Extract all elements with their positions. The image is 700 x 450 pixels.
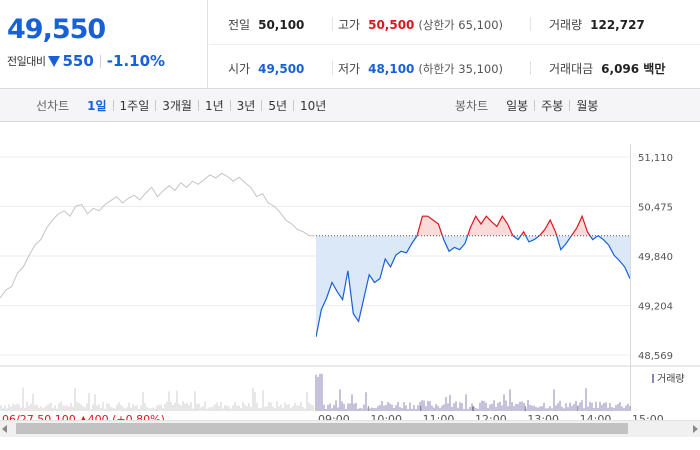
stat-label: 시가 [228, 62, 251, 76]
time-tick-label: 13:00 [527, 413, 559, 420]
divider [569, 100, 571, 111]
stat-low: 저가 48,100 (하한가 35,100) [338, 60, 503, 77]
stat-value: 50,500 [368, 18, 415, 32]
stat-value: 48,100 [368, 62, 415, 76]
tab-daily-candle[interactable]: 일봉 [506, 99, 529, 113]
divider [155, 100, 157, 111]
divider [530, 61, 531, 75]
scroll-thumb[interactable] [16, 423, 628, 434]
divider [197, 100, 199, 111]
tab-monthly-candle[interactable]: 월봉 [576, 99, 599, 113]
divider [112, 100, 114, 111]
time-tick-label: 15:00 [632, 413, 664, 420]
change-value: 550 [62, 52, 94, 70]
divider [530, 17, 531, 31]
time-tick-label: 11:00 [423, 413, 455, 420]
intraday-chart: 51,110 50,475 49,840 49,204 48,569 거래량 09:00 10… [0, 122, 700, 420]
stat-label: 거래량 [549, 18, 583, 32]
tab-10-years[interactable]: 10년 [300, 99, 327, 113]
tab-1-day[interactable]: 1일 [87, 99, 107, 113]
stat-label: 전일 [228, 18, 251, 32]
volume-legend-label: 거래량 [657, 373, 685, 385]
divider [261, 100, 263, 111]
divider [99, 54, 101, 68]
divider [332, 17, 333, 31]
stat-volume: 거래량 122,727 [549, 16, 645, 33]
stat-value: 6,096 백만 [601, 62, 666, 76]
tab-3-months[interactable]: 3개월 [162, 99, 192, 113]
stat-label: 거래대금 [549, 62, 594, 76]
tab-1-week[interactable]: 1주일 [119, 99, 150, 113]
stat-value: 122,727 [590, 18, 645, 32]
y-tick-label: 49,204 [638, 302, 673, 313]
divider [332, 61, 333, 75]
divider [534, 100, 536, 111]
stat-label: 고가 [338, 18, 361, 32]
line-chart-tabs: 선차트 1일 1주일 3개월 1년 3년 5년 10년 [36, 89, 332, 122]
y-tick-label: 50,475 [638, 203, 673, 214]
fill-above-close [316, 216, 630, 236]
chart-tab-bar: 선차트 1일 1주일 3개월 1년 3년 5년 10년 봉차트 일봉 주봉 월봉 [0, 89, 700, 122]
line-chart-label: 선차트 [36, 99, 70, 113]
time-tick-label: 09:00 [318, 413, 350, 420]
fill-below-close [316, 235, 630, 337]
scroll-right-arrow-icon[interactable] [693, 425, 698, 433]
quote-panel: 49,550 전일대비 550 -1.10% 전일 50,100 고가 50,5… [0, 0, 700, 89]
divider [293, 100, 295, 111]
stat-prev-close: 전일 50,100 [228, 16, 304, 33]
series-line-today-down [316, 235, 630, 338]
stat-turnover: 거래대금 6,096 백만 [549, 60, 665, 77]
chart-scrollbar[interactable] [0, 420, 700, 437]
current-price: 49,550 [7, 14, 106, 45]
y-tick-label: 48,569 [638, 351, 673, 362]
change-label: 전일대비 [7, 55, 46, 68]
y-tick-label: 51,110 [638, 153, 673, 164]
stat-value: 49,500 [258, 62, 305, 76]
scroll-left-arrow-icon[interactable] [2, 425, 7, 433]
change-rate: -1.10% [106, 52, 166, 70]
hover-tooltip: 06/27 50,100 ▲400 (+0.80%) [2, 413, 165, 420]
y-tick-label: 49,840 [638, 252, 673, 263]
volume-legend-swatch [652, 374, 654, 383]
divider [229, 100, 231, 111]
tab-weekly-candle[interactable]: 주봉 [541, 99, 564, 113]
lower-limit: (하한가 35,100) [418, 62, 504, 76]
stat-label: 저가 [338, 62, 361, 76]
intraday-chart-svg: 51,110 50,475 49,840 49,204 48,569 거래량 09:00 10… [0, 144, 700, 420]
stat-high: 고가 50,500 (상한가 65,100) [338, 16, 503, 33]
stat-open: 시가 49,500 [228, 60, 304, 77]
price-box: 49,550 전일대비 550 -1.10% [0, 0, 208, 89]
tab-1-year[interactable]: 1년 [204, 99, 224, 113]
time-tick-label: 12:00 [475, 413, 507, 420]
series-line-today-up [416, 214, 600, 236]
tab-3-years[interactable]: 3년 [236, 99, 256, 113]
tab-5-years[interactable]: 5년 [268, 99, 288, 113]
stat-value: 50,100 [258, 18, 305, 32]
change-row: 전일대비 550 -1.10% [7, 52, 165, 70]
candle-chart-tabs: 봉차트 일봉 주봉 월봉 [455, 89, 604, 122]
row-divider [209, 44, 700, 45]
series-line-prev-day [0, 172, 315, 299]
down-triangle-icon [48, 55, 61, 67]
time-tick-label: 14:00 [580, 413, 612, 420]
upper-limit: (상한가 65,100) [418, 18, 504, 32]
time-tick-label: 10:00 [370, 413, 402, 420]
candle-chart-label: 봉차트 [455, 99, 489, 113]
